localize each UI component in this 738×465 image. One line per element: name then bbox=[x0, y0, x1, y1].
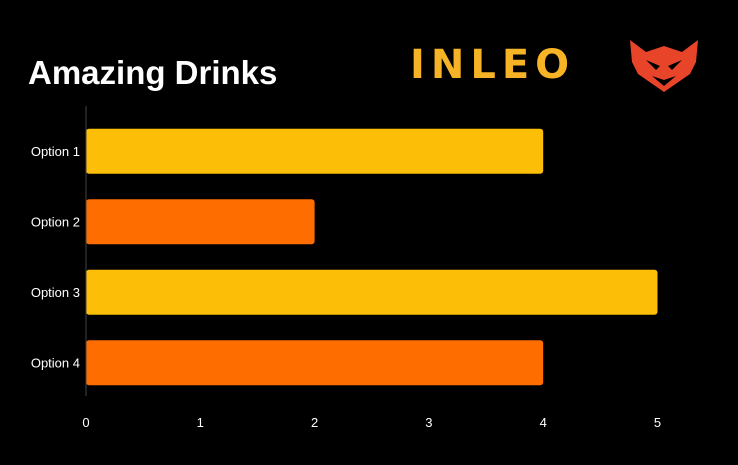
category-label-2: Option 2 bbox=[31, 214, 80, 229]
x-tick-label-0: 0 bbox=[82, 415, 89, 430]
x-tick-label-4: 4 bbox=[540, 415, 547, 430]
bars bbox=[86, 128, 658, 386]
x-tick-label-2: 2 bbox=[311, 415, 318, 430]
x-tick-label-1: 1 bbox=[197, 415, 204, 430]
chart-title: Amazing Drinks bbox=[28, 54, 277, 91]
brand-logo: INLEO bbox=[410, 40, 698, 92]
bar-3 bbox=[86, 269, 658, 315]
category-label-1: Option 1 bbox=[31, 144, 80, 159]
bar-1 bbox=[86, 128, 544, 174]
x-tick-label-5: 5 bbox=[654, 415, 661, 430]
category-label-3: Option 3 bbox=[31, 285, 80, 300]
bar-2 bbox=[86, 199, 315, 245]
x-tick-label-3: 3 bbox=[425, 415, 432, 430]
bar-4 bbox=[86, 340, 544, 386]
lion-head-icon bbox=[630, 40, 698, 92]
brand-wordmark: INLEO bbox=[410, 42, 575, 88]
category-labels: Option 1 Option 2 Option 3 Option 4 bbox=[31, 144, 80, 371]
x-axis-ticks: 0 1 2 3 4 5 bbox=[82, 415, 661, 430]
category-label-4: Option 4 bbox=[31, 355, 80, 370]
